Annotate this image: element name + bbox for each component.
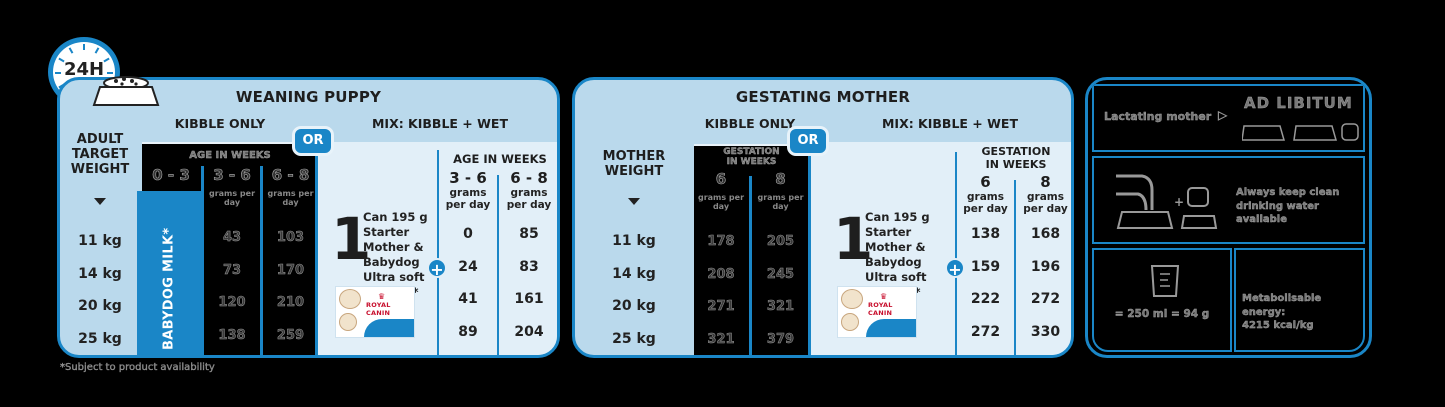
kibble-only-label: KIBBLE ONLY [704,116,796,131]
crown-icon: ♛ [378,292,386,301]
can-quantity: 1 [331,205,372,273]
weight-list: 11 kg 14 kg 20 kg 25 kg [78,233,122,347]
kibble-col-3-6: 3 - 6 grams per day 43 73 120 138 [208,166,256,343]
wet-col-3-6: 3 - 6 grams per day 0 24 41 89 [445,169,491,340]
footnote: *Subject to product availability [60,362,215,373]
wet-col-6-8: 6 - 8 grams per day 85 83 161 204 [506,169,552,340]
or-badge: OR [292,126,334,156]
kibble-col-week-8: 8 grams per day 205 245 321 379 [757,170,804,347]
cup-cell: = 250 ml = 94 g [1092,248,1232,352]
feeding-info-panel: Lactating mother ▷ AD LIBITUM + Always k… [1085,77,1372,358]
wet-age-label: AGE IN WEEKS [453,152,547,166]
kibble-col-0-3: 0 - 3 [152,166,190,185]
water-tap-bowl-icon: + [1116,174,1218,229]
product-can-image: ♛ ROYAL CANIN [335,286,415,338]
lactating-label: Lactating mother [1104,110,1212,123]
bowls-icon [1242,123,1359,141]
kibble-col-week-6: 6 grams per day 178 208 271 321 [697,170,745,347]
kibble-col-6-8: 6 - 8 grams per day 103 170 210 259 [267,166,314,343]
arrow-down-icon [94,198,106,205]
wet-gestation-label: GESTATION IN WEEKS [981,145,1051,171]
adult-target-weight-header: ADULT TARGET WEIGHT [70,132,130,177]
wet-col-week-6: 6 grams per day 138 159 222 272 [963,173,1008,340]
kibble-gestation-label: GESTATION IN WEEKS [723,147,780,167]
kibble-age-label: AGE IN WEEKS [189,150,271,161]
plus-icon: + [945,258,965,279]
svg-text:+: + [1174,195,1184,209]
energy-cell: Metabolisable energy: 4215 kcal/kg [1234,248,1365,352]
play-arrow-icon: ▷ [1218,108,1228,122]
can-quantity: 1 [833,205,874,273]
water-text: Always keep clean drinking water availab… [1236,187,1340,225]
food-bowl-icon [92,76,160,106]
or-badge: OR [787,126,829,156]
product-can-image: ♛ ROYAL CANIN [837,286,917,338]
energy-text: Metabolisable energy: 4215 kcal/kg [1242,293,1322,331]
water-cell: + Always keep clean drinking water avail… [1092,156,1365,244]
measuring-cup-icon [1150,265,1180,297]
ad-libitum-label: AD LIBITUM [1244,94,1353,112]
arrow-down-icon [628,198,640,205]
gestating-mother-panel: GESTATING MOTHER MOTHER WEIGHT 11 kg 14 … [572,77,1074,358]
weaning-puppy-panel: WEANING PUPPY ADULT TARGET WEIGHT 11 kg … [57,77,560,358]
badge-label: 24H [63,59,105,80]
panel-title: WEANING PUPPY [235,88,382,106]
cup-equivalence: = 250 ml = 94 g [1114,308,1210,320]
wet-col-week-8: 8 grams per day 168 196 272 330 [1023,173,1068,340]
mix-label: MIX: KIBBLE + WET [371,116,508,131]
kibble-only-label: KIBBLE ONLY [174,116,266,131]
crown-icon: ♛ [880,292,888,301]
mother-weight-header: MOTHER WEIGHT [602,149,666,179]
mix-label: MIX: KIBBLE + WET [881,116,1018,131]
plus-icon: + [427,258,447,279]
lactating-mother-cell: Lactating mother ▷ AD LIBITUM [1092,84,1365,152]
kibble-table: GESTATION IN WEEKS 6 grams per day 178 2… [694,144,809,355]
babydog-milk-bar: BABYDOG MILK* [137,191,201,355]
weight-list: 11 kg 14 kg 20 kg 25 kg [612,233,656,347]
panel-title: GESTATING MOTHER [735,88,911,106]
